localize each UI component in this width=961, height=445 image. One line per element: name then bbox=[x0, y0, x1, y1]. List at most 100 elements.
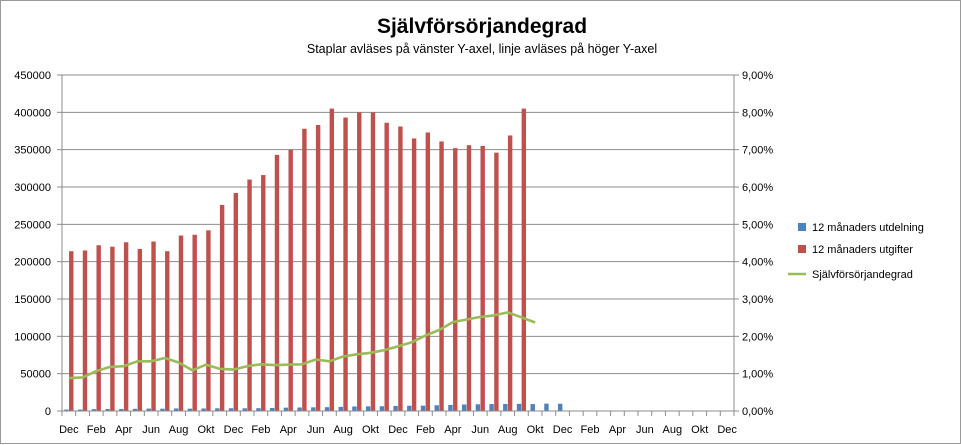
y-right-tick-label: 6,00% bbox=[742, 182, 773, 194]
bar-utdelning bbox=[119, 408, 124, 411]
bar-utdelning bbox=[516, 403, 522, 411]
bars bbox=[64, 108, 563, 412]
bar-utdelning bbox=[256, 408, 261, 411]
x-tick-label: Feb bbox=[581, 424, 600, 436]
bar-utgifter bbox=[384, 122, 389, 411]
y-right-tick-label: 5,00% bbox=[742, 219, 773, 231]
ratio-line-path bbox=[68, 311, 536, 380]
bar-utgifter bbox=[69, 251, 74, 411]
bar-utgifter bbox=[110, 246, 115, 411]
x-tick-label: Dec bbox=[59, 424, 79, 436]
chart-subtitle: Staplar avläses på vänster Y-axel, linje… bbox=[307, 42, 657, 56]
legend-swatch-utgifter bbox=[798, 245, 806, 253]
bar-utdelning bbox=[132, 408, 138, 411]
x-tick-label: Okt bbox=[197, 424, 214, 436]
x-tick-label: Jun bbox=[142, 424, 160, 436]
bar-utgifter bbox=[315, 125, 321, 411]
bar-utgifter bbox=[329, 108, 335, 411]
bar-utdelning bbox=[187, 408, 193, 411]
legend-label-utgifter: 12 månaders utgifter bbox=[812, 244, 913, 256]
y-right-tick-label: 9,00% bbox=[742, 70, 773, 82]
y-left-tick-label: 300000 bbox=[14, 182, 51, 194]
bar-utdelning bbox=[64, 409, 69, 411]
x-tick-label: Feb bbox=[416, 424, 435, 436]
x-tick-label: Apr bbox=[444, 424, 461, 436]
y-right-tick-label: 0,00% bbox=[742, 406, 773, 418]
bar-utdelning bbox=[297, 407, 302, 411]
bar-utgifter bbox=[357, 112, 362, 411]
y-left-tick-label: 350000 bbox=[14, 145, 51, 157]
bar-utgifter bbox=[192, 234, 197, 411]
legend-swatch-utdelning bbox=[798, 223, 806, 231]
x-tick-label: Okt bbox=[691, 424, 708, 436]
y-right-tick-label: 7,00% bbox=[742, 145, 773, 157]
bar-utdelning bbox=[311, 407, 316, 411]
bar-utgifter bbox=[398, 126, 403, 412]
bar-utdelning bbox=[475, 404, 481, 411]
bar-utgifter bbox=[288, 149, 293, 411]
bar-utdelning bbox=[420, 405, 426, 411]
bar-utgifter bbox=[494, 152, 499, 412]
x-tick-label: Dec bbox=[388, 424, 408, 436]
axes: 0 50000 100000 150000 200000 250000 300000 3500… bbox=[14, 70, 773, 436]
bar-utgifter bbox=[411, 138, 417, 411]
bar-utdelning bbox=[503, 403, 508, 411]
bar-utgifter bbox=[466, 145, 472, 412]
bar-utdelning bbox=[201, 408, 206, 411]
bar-utgifter bbox=[453, 148, 458, 411]
bar-utgifter bbox=[137, 248, 143, 411]
x-tick-label: Okt bbox=[362, 424, 379, 436]
bar-utgifter bbox=[123, 242, 129, 411]
bar-utdelning bbox=[173, 408, 179, 411]
bar-utgifter bbox=[178, 235, 184, 411]
bar-utdelning bbox=[324, 407, 330, 411]
bar-utdelning bbox=[557, 403, 563, 411]
x-tick-label: Aug bbox=[498, 424, 518, 436]
bar-utdelning bbox=[352, 406, 357, 411]
y-left-tick-label: 400000 bbox=[14, 107, 51, 119]
y-right-tick-label: 8,00% bbox=[742, 107, 773, 119]
bar-utdelning bbox=[91, 409, 97, 411]
y-right-tick-label: 1,00% bbox=[742, 369, 773, 381]
x-tick-label: Dec bbox=[224, 424, 244, 436]
x-tick-label: Jun bbox=[636, 424, 654, 436]
bar-utdelning bbox=[338, 406, 343, 411]
x-tick-label: Aug bbox=[333, 424, 353, 436]
y-right-tick-label: 3,00% bbox=[742, 294, 773, 306]
y-right-tick-label: 2,00% bbox=[742, 331, 773, 343]
x-tick-label: Dec bbox=[553, 424, 573, 436]
bar-utgifter bbox=[274, 154, 280, 412]
x-tick-label: Feb bbox=[87, 424, 106, 436]
bar-utgifter bbox=[480, 145, 485, 411]
bar-utgifter bbox=[247, 179, 252, 411]
bar-utdelning bbox=[365, 406, 371, 411]
x-tick-label: Okt bbox=[527, 424, 544, 436]
legend-label-ratio: Självförsörjandegrad bbox=[812, 269, 913, 281]
bar-utgifter bbox=[343, 117, 348, 411]
chart-title: Självförsörjandegrad bbox=[377, 15, 587, 38]
x-tick-label: Jun bbox=[471, 424, 489, 436]
bar-utdelning bbox=[269, 407, 275, 411]
bar-utdelning bbox=[530, 404, 535, 411]
bar-utdelning bbox=[146, 408, 151, 411]
x-tick-label: Aug bbox=[662, 424, 682, 436]
bar-utgifter bbox=[151, 241, 156, 411]
x-tick-label: Apr bbox=[280, 424, 297, 436]
bar-utdelning bbox=[105, 409, 110, 411]
bar-utdelning bbox=[228, 408, 234, 411]
x-tick-label: Jun bbox=[307, 424, 325, 436]
y-right-tick-label: 4,00% bbox=[742, 257, 773, 269]
y-left-tick-label: 200000 bbox=[14, 257, 51, 269]
y-left-tick-label: 150000 bbox=[14, 294, 51, 306]
bar-utdelning bbox=[434, 405, 439, 411]
bar-utdelning bbox=[283, 407, 289, 411]
y-left-tick-label: 100000 bbox=[14, 331, 51, 343]
ratio-line bbox=[68, 311, 536, 380]
x-tick-label: Apr bbox=[609, 424, 626, 436]
bar-utgifter bbox=[439, 141, 444, 411]
x-tick-label: Feb bbox=[251, 424, 270, 436]
bar-utdelning bbox=[215, 408, 220, 411]
bar-utdelning bbox=[544, 403, 549, 411]
